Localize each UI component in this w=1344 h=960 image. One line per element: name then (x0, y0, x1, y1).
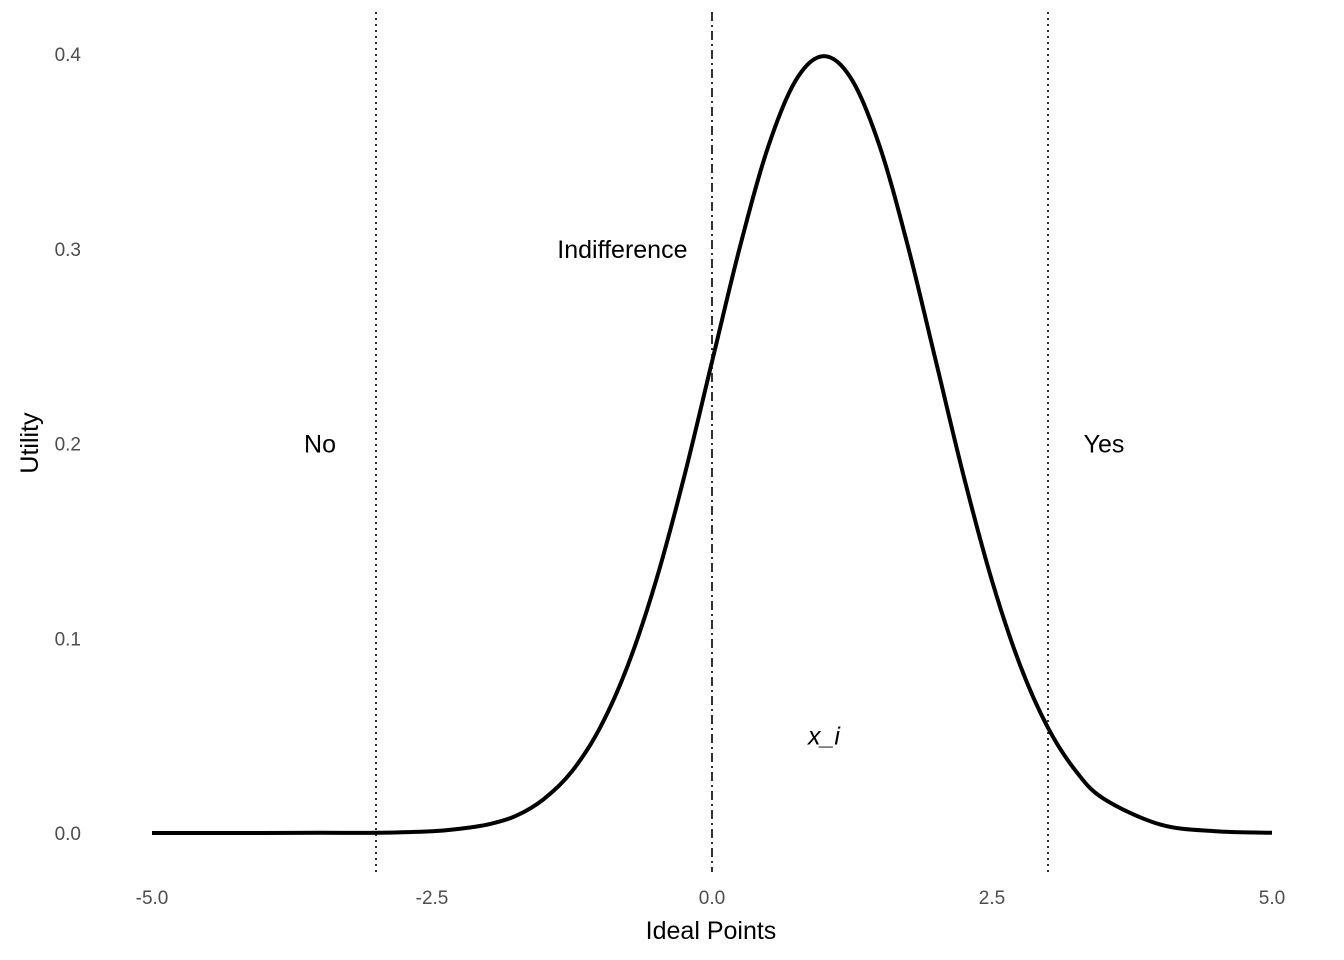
x-tick-label: 2.5 (979, 888, 1005, 909)
y-axis-title: Utility (16, 412, 44, 474)
y-tick-label: 0.1 (55, 629, 81, 650)
y-tick-label: 0.4 (55, 45, 82, 66)
x-axis-title: Ideal Points (646, 917, 777, 945)
y-axis-ticks: 0.0 0.1 0.2 0.3 0.4 (55, 45, 82, 845)
x-tick-label: -5.0 (136, 888, 169, 909)
x-axis-ticks: -5.0 -2.5 0.0 2.5 5.0 (136, 888, 1286, 909)
x-tick-label: 5.0 (1259, 888, 1285, 909)
annotation-x-i: x_i (807, 723, 841, 751)
annotation-no: No (304, 431, 336, 459)
utility-curve-line (151, 54, 1273, 836)
x-tick-label: -2.5 (416, 888, 449, 909)
y-tick-label: 0.2 (55, 435, 81, 456)
annotation-yes: Yes (1084, 431, 1125, 459)
y-tick-label: 0.0 (55, 824, 81, 845)
y-tick-label: 0.3 (55, 240, 81, 261)
annotation-indifference: Indifference (557, 236, 687, 264)
x-tick-label: 0.0 (699, 888, 725, 909)
plot-area (151, 12, 1273, 872)
annotations: No Indifference Yes x_i (304, 236, 1124, 751)
